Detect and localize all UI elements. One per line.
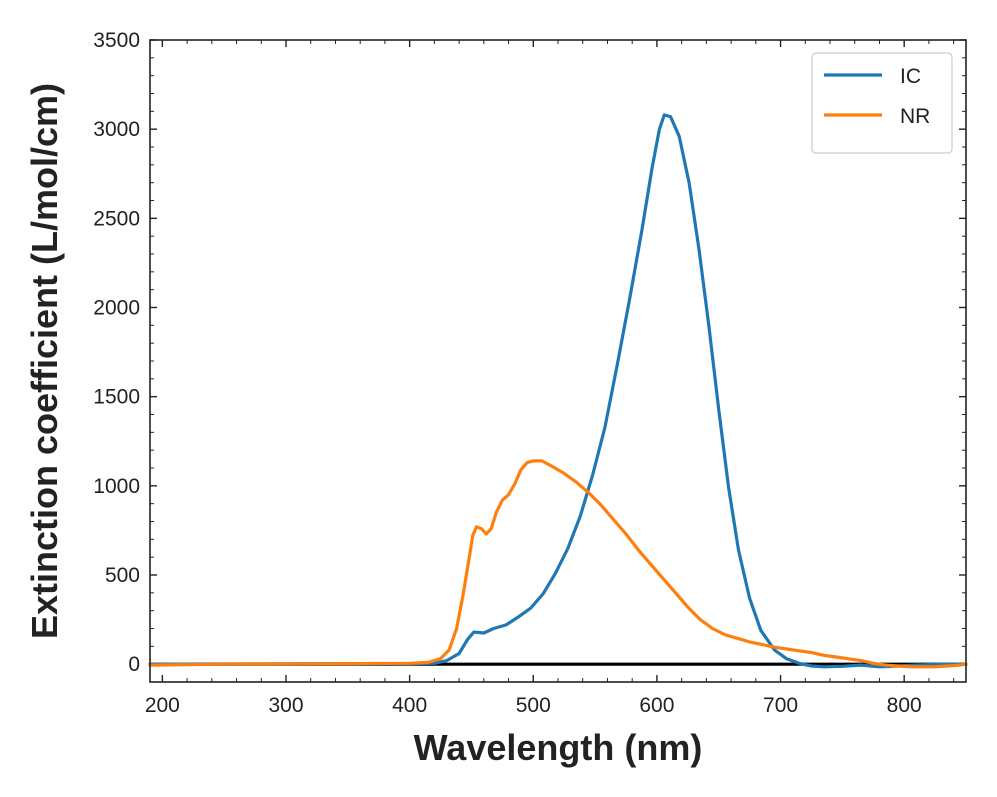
y-tick-label: 2500 [93,207,140,230]
y-tick-label: 1500 [93,386,140,409]
y-tick-label: 2000 [93,297,140,320]
x-tick-label: 400 [392,694,427,717]
legend-label-nr: NR [900,105,930,128]
plot-frame [149,39,967,683]
x-tick-label: 800 [887,694,922,717]
x-tick-label: 200 [145,694,180,717]
y-tick-label: 3500 [93,29,140,52]
tick-labels: 200 300 400 500 600 700 800 0 500 1000 1500 2000 250… [93,29,921,717]
series-line-nr [148,459,968,669]
x-tick-label: 600 [639,694,674,717]
y-tick-label: 3000 [93,118,140,141]
y-tick-label: 500 [105,564,140,587]
x-tick-label: 500 [516,694,551,717]
legend-box [811,52,953,154]
y-axis-title: Extinction coefficient (L/mol/cm) [24,83,65,639]
x-tick-label: 300 [268,694,303,717]
x-tick-label: 700 [763,694,798,717]
y-tick-label: 0 [128,653,140,676]
legend-label-ic: IC [900,65,921,88]
legend: IC NR [811,52,953,154]
series-layer [148,113,968,669]
y-tick-label: 1000 [93,475,140,498]
x-axis-title: Wavelength (nm) [414,727,703,768]
series-line-ic [148,113,968,669]
